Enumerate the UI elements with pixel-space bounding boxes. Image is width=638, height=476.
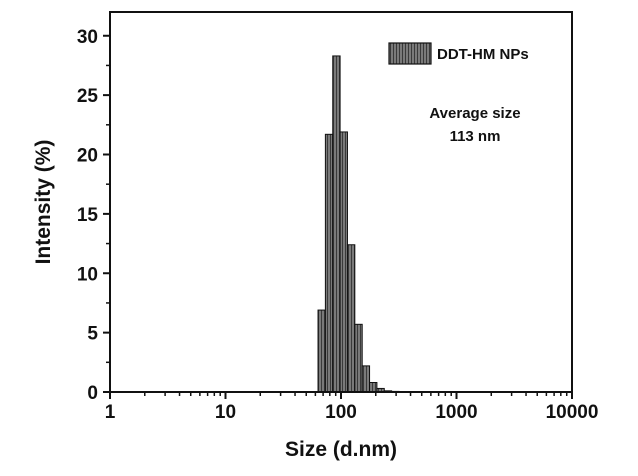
x-tick-label: 100 bbox=[325, 402, 357, 423]
histogram-bar bbox=[361, 365, 371, 393]
histogram-bar bbox=[317, 309, 326, 393]
bars-layer bbox=[317, 55, 400, 393]
x-axis-title: Size (d.nm) bbox=[285, 438, 397, 461]
histogram-bar bbox=[369, 382, 378, 393]
y-tick-label: 10 bbox=[77, 264, 98, 285]
y-tick-label: 25 bbox=[77, 86, 99, 107]
average-size-value: 113 nm bbox=[450, 128, 501, 145]
x-tick-label: 1000 bbox=[435, 402, 477, 423]
average-size-label: Average size bbox=[429, 105, 520, 122]
y-tick-label: 30 bbox=[77, 27, 98, 48]
histogram-bar bbox=[354, 323, 363, 393]
x-tick-label: 10 bbox=[215, 402, 236, 423]
histogram-bar bbox=[332, 55, 341, 393]
histogram-bar bbox=[339, 131, 348, 393]
histogram-bar bbox=[324, 133, 334, 393]
x-tick-label: 1 bbox=[105, 402, 116, 423]
legend-swatch bbox=[388, 42, 432, 65]
y-tick-label: 5 bbox=[87, 324, 98, 345]
legend: DDT-HM NPs bbox=[388, 42, 529, 65]
x-tick-label: 10000 bbox=[546, 402, 599, 423]
y-tick-label: 20 bbox=[77, 146, 98, 167]
legend-label: DDT-HM NPs bbox=[437, 46, 529, 63]
histogram-bar bbox=[346, 244, 356, 393]
ticks-layer: 1 10 100 1000 10000 0 5 10 15 20 25 30 bbox=[77, 27, 599, 423]
y-tick-label: 15 bbox=[77, 205, 99, 226]
y-axis-title: Intensity (%) bbox=[32, 140, 55, 265]
y-tick-label: 0 bbox=[87, 383, 98, 404]
